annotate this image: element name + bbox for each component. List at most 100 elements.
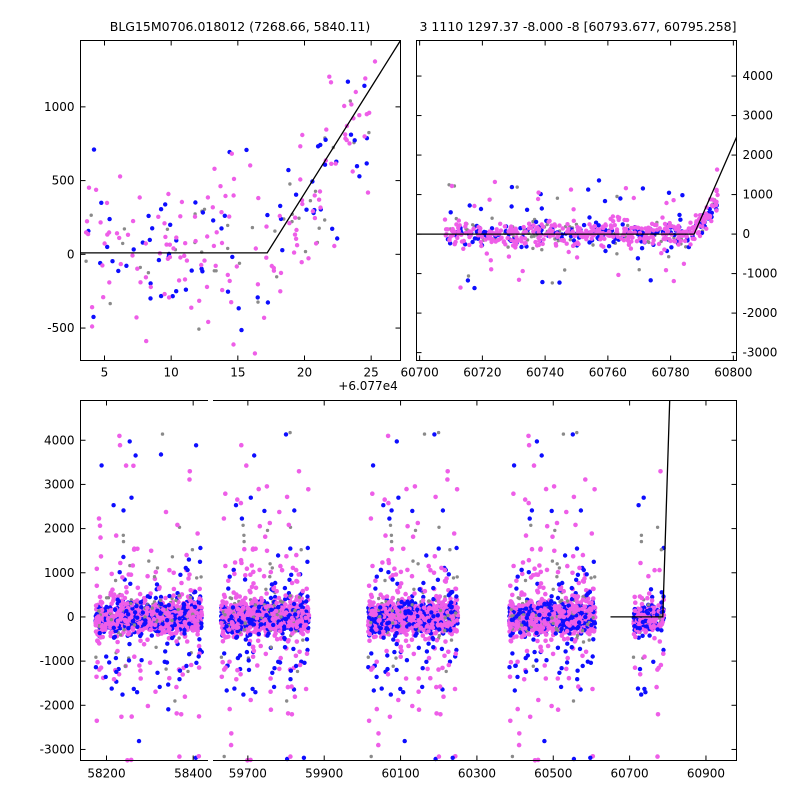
- data-point-gray: [438, 608, 443, 613]
- data-point-blue: [429, 610, 434, 615]
- data-point-blue: [467, 203, 472, 208]
- data-point-magenta: [143, 241, 148, 246]
- data-point-magenta: [401, 620, 407, 626]
- data-point-blue: [222, 651, 227, 656]
- data-point-blue: [283, 596, 288, 602]
- data-point-gray: [121, 539, 126, 544]
- data-point-magenta: [268, 689, 273, 694]
- data-point-gray: [303, 249, 308, 254]
- data-point-magenta: [171, 246, 176, 251]
- data-point-magenta: [488, 258, 493, 263]
- data-point-blue: [166, 707, 171, 712]
- data-point-blue: [186, 557, 192, 562]
- data-point-magenta: [540, 241, 545, 247]
- data-point-magenta: [125, 232, 131, 237]
- data-point-magenta: [574, 255, 580, 260]
- data-point-magenta: [559, 238, 564, 243]
- data-point-blue: [280, 248, 285, 253]
- data-point-gray: [308, 199, 313, 203]
- data-point-magenta: [671, 198, 676, 203]
- y-tick-label: 1000: [44, 100, 75, 114]
- data-point-magenta: [117, 235, 122, 241]
- data-point-gray: [104, 596, 109, 600]
- data-point-magenta: [536, 190, 541, 195]
- data-point-blue: [291, 646, 296, 652]
- data-point-magenta: [190, 614, 196, 620]
- data-point-magenta: [108, 625, 113, 630]
- data-point-magenta: [416, 676, 422, 681]
- data-point-magenta: [657, 226, 662, 231]
- data-point-blue: [110, 259, 115, 264]
- data-point-magenta: [99, 624, 105, 629]
- data-point-magenta: [390, 613, 396, 618]
- data-point-magenta: [141, 600, 147, 605]
- data-point-magenta: [403, 676, 409, 681]
- data-point-magenta: [273, 631, 278, 636]
- data-point-magenta: [130, 218, 136, 224]
- data-point-blue: [226, 586, 231, 591]
- data-point-magenta: [166, 295, 172, 300]
- data-point-magenta: [105, 617, 111, 622]
- data-point-blue: [271, 684, 277, 690]
- data-point-blue: [403, 611, 408, 616]
- data-point-blue: [114, 669, 119, 674]
- data-point-blue: [392, 649, 397, 655]
- y-tick-label: -2000: [743, 306, 778, 320]
- data-point-magenta: [189, 606, 194, 611]
- data-point-magenta: [223, 563, 228, 569]
- data-point-magenta: [298, 177, 303, 182]
- data-point-blue: [378, 567, 384, 573]
- data-point-magenta: [205, 234, 210, 239]
- data-point-blue: [420, 666, 425, 671]
- data-point-blue: [149, 633, 154, 638]
- data-point-magenta: [97, 594, 103, 600]
- y-tick-label: -3000: [743, 346, 778, 360]
- data-point-magenta: [622, 229, 627, 235]
- data-point-gray: [288, 594, 293, 598]
- data-point-blue: [128, 581, 133, 586]
- data-point-magenta: [455, 235, 460, 241]
- data-point-magenta: [296, 572, 302, 577]
- data-point-gray: [94, 655, 98, 659]
- data-point-blue: [288, 546, 293, 551]
- data-point-blue: [249, 617, 255, 623]
- data-point-gray: [532, 234, 536, 238]
- data-point-magenta: [300, 588, 306, 594]
- data-point-blue: [163, 202, 168, 207]
- data-point-gray: [443, 628, 447, 633]
- data-point-blue: [243, 637, 248, 642]
- data-point-blue: [620, 222, 625, 227]
- data-point-gray: [299, 548, 303, 552]
- data-point-magenta: [433, 494, 438, 500]
- data-point-magenta: [220, 659, 225, 665]
- data-point-magenta: [138, 676, 143, 681]
- data-point-blue: [241, 692, 246, 697]
- data-point-magenta: [170, 602, 176, 607]
- data-point-magenta: [137, 591, 143, 597]
- data-point-gray: [647, 240, 651, 245]
- data-point-blue: [282, 585, 288, 591]
- data-point-blue: [345, 79, 351, 84]
- data-point-magenta: [446, 649, 451, 655]
- data-point-magenta: [312, 193, 317, 198]
- data-point-magenta: [232, 560, 238, 565]
- data-point-blue: [603, 248, 608, 254]
- data-point-gray: [383, 578, 387, 583]
- data-point-magenta: [342, 103, 347, 109]
- data-point-magenta: [258, 600, 264, 605]
- data-point-blue: [648, 278, 653, 283]
- data-point-gray: [241, 523, 245, 527]
- data-point-blue: [277, 660, 283, 665]
- data-point-magenta: [519, 239, 524, 244]
- data-point-blue: [126, 658, 132, 663]
- data-point-blue: [270, 670, 275, 675]
- data-point-magenta: [190, 625, 195, 630]
- data-point-magenta: [495, 237, 501, 243]
- data-point-blue: [265, 300, 271, 305]
- data-point-magenta: [443, 639, 448, 644]
- data-point-magenta: [367, 602, 373, 608]
- data-point-magenta: [174, 684, 179, 690]
- data-point-magenta: [392, 566, 397, 571]
- data-point-magenta: [652, 222, 657, 228]
- data-point-magenta: [350, 169, 355, 174]
